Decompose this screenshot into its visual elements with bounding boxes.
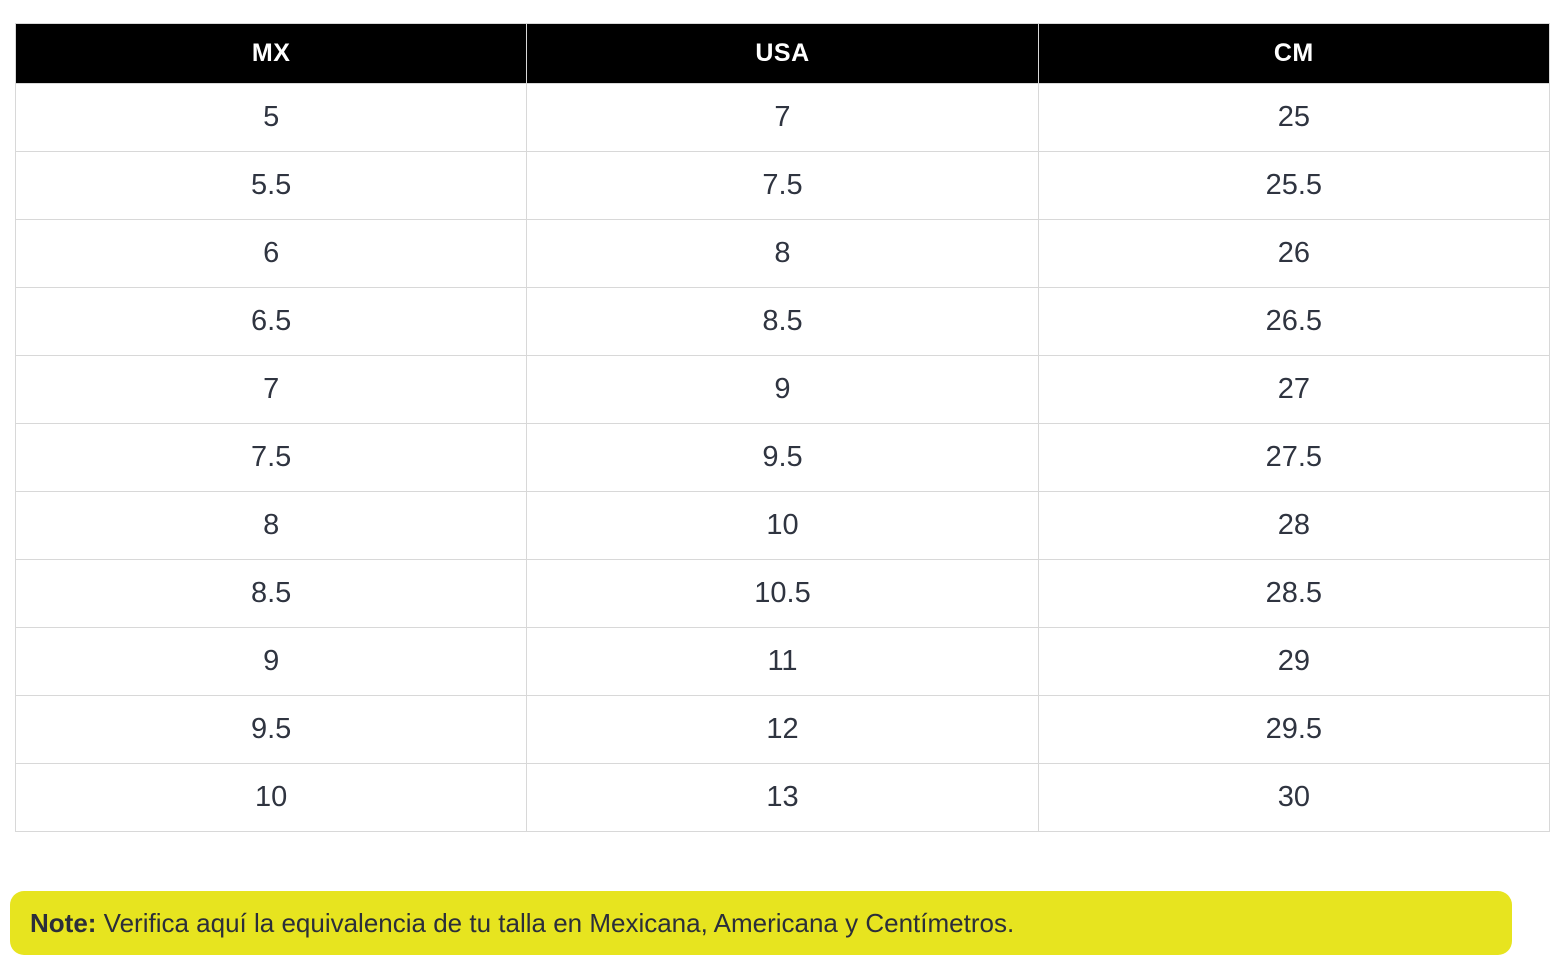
mx-value: 7 xyxy=(14,355,528,424)
mx-value: 5 xyxy=(14,83,528,152)
cm-value: 26 xyxy=(1037,219,1551,288)
cm-value: 27 xyxy=(1037,355,1551,424)
cm-value: 30 xyxy=(1037,763,1551,832)
table-row: 5 7 25 xyxy=(14,83,1551,152)
cm-value: 28.5 xyxy=(1037,559,1551,628)
usa-value: 12 xyxy=(526,695,1039,764)
mx-value: 5.5 xyxy=(14,151,528,220)
usa-value: 9 xyxy=(526,355,1039,424)
note-banner: Note: Verifica aquí la equivalencia de t… xyxy=(10,891,1512,955)
table-row: 5.5 7.5 25.5 xyxy=(14,151,1551,220)
usa-value: 9.5 xyxy=(526,423,1039,492)
cm-value: 25.5 xyxy=(1037,151,1551,220)
usa-value: 10 xyxy=(526,491,1039,560)
mx-value: 10 xyxy=(14,763,528,832)
size-conversion-table: MX USA CM 5 7 25 5.5 7.5 25.5 6 8 26 6 xyxy=(14,23,1551,832)
usa-value: 8.5 xyxy=(526,287,1039,356)
column-header-usa: USA xyxy=(526,23,1039,84)
table-row: 8 10 28 xyxy=(14,491,1551,560)
cm-value: 28 xyxy=(1037,491,1551,560)
column-header-cm: CM xyxy=(1037,23,1551,84)
cm-value: 29 xyxy=(1037,627,1551,696)
column-header-mx: MX xyxy=(14,23,528,84)
table-row: 8.5 10.5 28.5 xyxy=(14,559,1551,628)
table-row: 7 9 27 xyxy=(14,355,1551,424)
table-row: 10 13 30 xyxy=(14,763,1551,832)
table-row: 9 11 29 xyxy=(14,627,1551,696)
mx-value: 8 xyxy=(14,491,528,560)
table-row: 6.5 8.5 26.5 xyxy=(14,287,1551,356)
table-row: 6 8 26 xyxy=(14,219,1551,288)
mx-value: 6.5 xyxy=(14,287,528,356)
usa-value: 13 xyxy=(526,763,1039,832)
mx-value: 8.5 xyxy=(14,559,528,628)
mx-value: 6 xyxy=(14,219,528,288)
header-row: MX USA CM xyxy=(14,23,1551,84)
cm-value: 26.5 xyxy=(1037,287,1551,356)
note-text: Verifica aquí la equivalencia de tu tall… xyxy=(96,907,1015,938)
mx-value: 9.5 xyxy=(14,695,528,764)
table-header: MX USA CM xyxy=(14,23,1551,84)
mx-value: 9 xyxy=(14,627,528,696)
note-label: Note: xyxy=(30,907,97,938)
usa-value: 11 xyxy=(526,627,1039,696)
usa-value: 7 xyxy=(526,83,1039,152)
cm-value: 27.5 xyxy=(1037,423,1551,492)
usa-value: 7.5 xyxy=(526,151,1039,220)
table-row: 7.5 9.5 27.5 xyxy=(14,423,1551,492)
cm-value: 25 xyxy=(1037,83,1551,152)
mx-value: 7.5 xyxy=(14,423,528,492)
table-row: 9.5 12 29.5 xyxy=(14,695,1551,764)
table-body: 5 7 25 5.5 7.5 25.5 6 8 26 6.5 8.5 26.5 … xyxy=(14,83,1551,832)
cm-value: 29.5 xyxy=(1037,695,1551,764)
usa-value: 10.5 xyxy=(526,559,1039,628)
usa-value: 8 xyxy=(526,219,1039,288)
